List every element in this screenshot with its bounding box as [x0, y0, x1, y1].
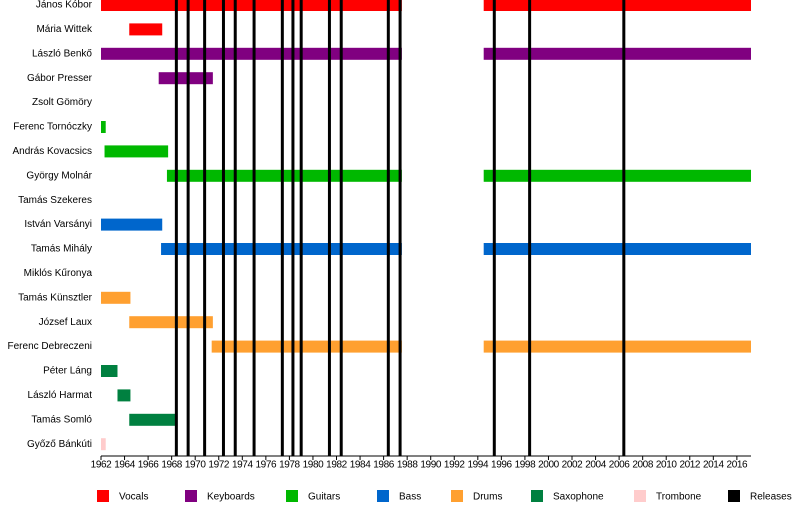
- x-tick-label: 2006: [609, 460, 630, 471]
- legend-swatch: [634, 490, 646, 502]
- x-tick-label: 1970: [185, 460, 206, 471]
- bar: [101, 0, 402, 11]
- bar: [483, 243, 751, 255]
- x-tick-label: 2010: [656, 460, 677, 471]
- x-tick-label: 1980: [303, 460, 324, 471]
- x-tick-label: 1984: [350, 460, 371, 471]
- x-tick-label: 2014: [703, 460, 724, 471]
- bar: [117, 389, 131, 402]
- legend-swatch: [286, 490, 298, 502]
- row-label: Győző Bánkúti: [27, 439, 92, 450]
- row-label: József Laux: [39, 317, 92, 328]
- row-label: István Varsányi: [24, 219, 92, 230]
- x-tick-label: 2004: [585, 460, 606, 471]
- row-label: György Molnár: [26, 170, 92, 181]
- row-label: Tamás Künsztler: [18, 292, 93, 303]
- bar: [129, 23, 163, 36]
- row-label: László Harmat: [28, 390, 93, 401]
- x-tick-label: 1966: [138, 460, 159, 471]
- x-tick-label: 1996: [491, 460, 512, 471]
- row-label: Péter Láng: [43, 366, 92, 377]
- legend-label: Vocals: [119, 492, 148, 503]
- row-label: Zsolt Gömöry: [32, 97, 92, 108]
- legend-swatch: [185, 490, 197, 502]
- bar: [129, 413, 178, 426]
- x-tick-label: 1964: [114, 460, 135, 471]
- legend-label: Bass: [399, 492, 421, 503]
- x-tick-label: 1998: [515, 460, 536, 471]
- bar: [158, 72, 213, 85]
- x-tick-label: 1982: [326, 460, 347, 471]
- x-tick-label: 1994: [467, 460, 488, 471]
- legend-label: Trombone: [656, 492, 702, 503]
- x-tick-label: 2008: [632, 460, 653, 471]
- legend-label: Guitars: [308, 492, 340, 503]
- x-tick-label: 1988: [397, 460, 418, 471]
- row-label: Mária Wittek: [36, 24, 93, 35]
- x-tick-label: 1986: [373, 460, 394, 471]
- bar: [483, 0, 751, 11]
- row-label: László Benkő: [32, 48, 92, 59]
- bar: [211, 340, 402, 353]
- row-label: Tamás Somló: [31, 414, 92, 425]
- x-tick-label: 1974: [232, 460, 253, 471]
- bar: [101, 438, 106, 451]
- bar: [101, 365, 118, 377]
- bar: [101, 47, 402, 60]
- bar: [483, 340, 751, 353]
- legend-swatch: [728, 490, 740, 502]
- legend-swatch: [451, 490, 463, 502]
- legend-label: Keyboards: [207, 492, 255, 503]
- bar: [483, 169, 751, 182]
- legend-swatch: [377, 490, 389, 502]
- legend-label: Drums: [473, 492, 502, 503]
- x-tick-label: 1990: [420, 460, 441, 471]
- row-label: András Kovacsics: [13, 146, 92, 157]
- row-label: Tamás Szekeres: [18, 195, 92, 206]
- row-label: Miklós Kűronya: [24, 268, 93, 279]
- legend-swatch: [531, 490, 543, 502]
- x-tick-label: 1992: [444, 460, 465, 471]
- x-tick-label: 2016: [727, 460, 748, 471]
- x-tick-label: 2012: [679, 460, 700, 471]
- x-tick-label: 1968: [161, 460, 182, 471]
- bar: [104, 145, 169, 158]
- legend-swatch: [97, 490, 109, 502]
- row-label: János Kóbor: [36, 0, 93, 11]
- bar: [129, 316, 213, 329]
- x-tick-label: 1976: [256, 460, 277, 471]
- bar: [101, 121, 106, 133]
- row-label: Ferenc Tornóczky: [13, 122, 92, 133]
- row-label: Gábor Presser: [27, 73, 93, 84]
- x-tick-label: 1962: [91, 460, 112, 471]
- bar: [166, 169, 402, 182]
- row-label: Tamás Mihály: [31, 244, 92, 255]
- x-tick-label: 2000: [538, 460, 559, 471]
- x-tick-label: 1972: [208, 460, 229, 471]
- bar: [483, 47, 751, 60]
- legend-label: Releases: [750, 492, 792, 503]
- legend-label: Saxophone: [553, 492, 604, 503]
- bar: [101, 291, 131, 304]
- x-tick-label: 1978: [279, 460, 300, 471]
- bar: [101, 218, 163, 231]
- row-label: Ferenc Debreczeni: [8, 341, 92, 352]
- x-tick-label: 2002: [562, 460, 583, 471]
